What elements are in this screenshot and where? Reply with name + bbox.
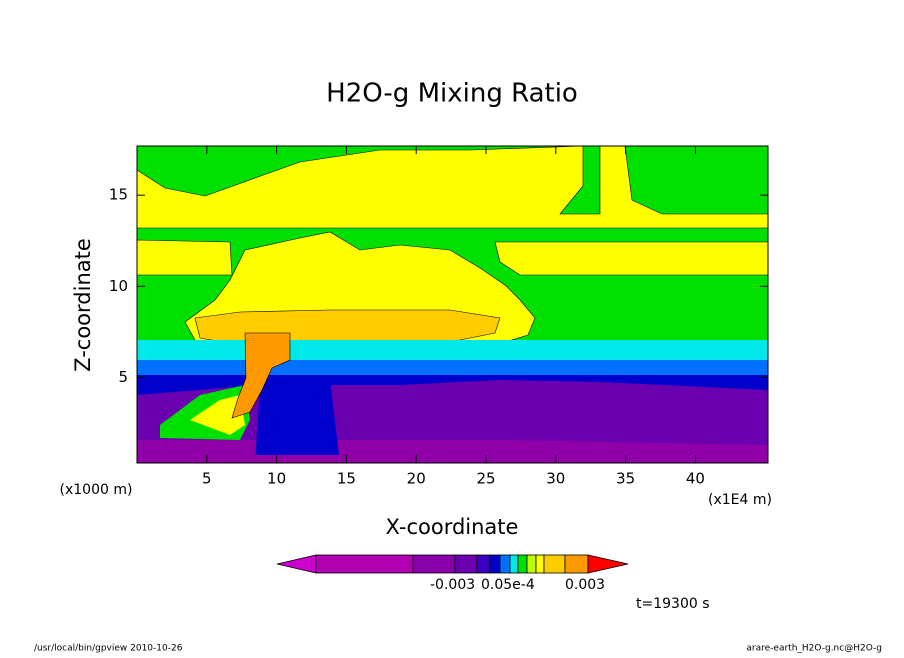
colorbar-cell (543, 554, 566, 574)
axes: 5 10 15 20 25 30 35 40 5 10 15 (109, 146, 768, 488)
y-tick-label: 10 (109, 277, 128, 295)
colorbar (276, 554, 629, 574)
x-tick-label: 30 (546, 470, 565, 488)
x-unit: (x1E4 m) (708, 492, 772, 508)
colorbar-cell (476, 554, 491, 574)
colorbar-cell (412, 554, 456, 574)
y-tick-label: 5 (118, 368, 128, 386)
time-label: t=19300 s (636, 596, 710, 612)
colorbar-cell (564, 554, 589, 574)
colorbar-arrow (587, 554, 629, 574)
colorbar-cell (535, 554, 545, 574)
colorbar-cell (517, 554, 528, 574)
contour-field (137, 146, 768, 463)
colorbar-label: 0.003 (565, 577, 605, 593)
x-tick-label: 10 (267, 470, 286, 488)
chart-title: H2O-g Mixing Ratio (326, 79, 578, 109)
colorbar-cell (499, 554, 511, 574)
x-tick-label: 35 (616, 470, 635, 488)
colorbar-cell (526, 554, 537, 574)
colorbar-arrow (276, 554, 317, 574)
x-tick-label: 25 (476, 470, 495, 488)
x-tick-label: 40 (686, 470, 705, 488)
contour-fill (255, 380, 340, 463)
y-unit: (x1000 m) (60, 482, 133, 498)
y-axis-label: Z-coordinate (71, 238, 95, 372)
contour-fill (137, 239, 233, 276)
colorbar-cell (315, 554, 414, 574)
contour-fill (137, 360, 768, 375)
footer-left: /usr/local/bin/gpview 2010-10-26 (34, 644, 183, 654)
x-tick-label: 20 (407, 470, 426, 488)
contour-fill (190, 395, 245, 435)
colorbar-label: -0.003 (430, 577, 475, 593)
plot-frame (136, 145, 769, 464)
y-tick-label: 15 (109, 186, 128, 204)
colorbar-cell (454, 554, 478, 574)
footer-right: arare-earth_H2O-g.nc@H2O-g (746, 644, 882, 654)
x-axis-label: X-coordinate (386, 515, 519, 539)
x-tick-label: 15 (337, 470, 356, 488)
x-tick-label: 5 (202, 470, 212, 488)
contour-fill (231, 332, 291, 419)
contour-fill (137, 340, 768, 362)
contour-fill (137, 146, 768, 229)
colorbar-cell (509, 554, 519, 574)
contour-fill (494, 241, 768, 276)
contour-fill (137, 455, 768, 463)
colorbar-cell (489, 554, 501, 574)
colorbar-label: 0.05e-4 (481, 577, 535, 593)
